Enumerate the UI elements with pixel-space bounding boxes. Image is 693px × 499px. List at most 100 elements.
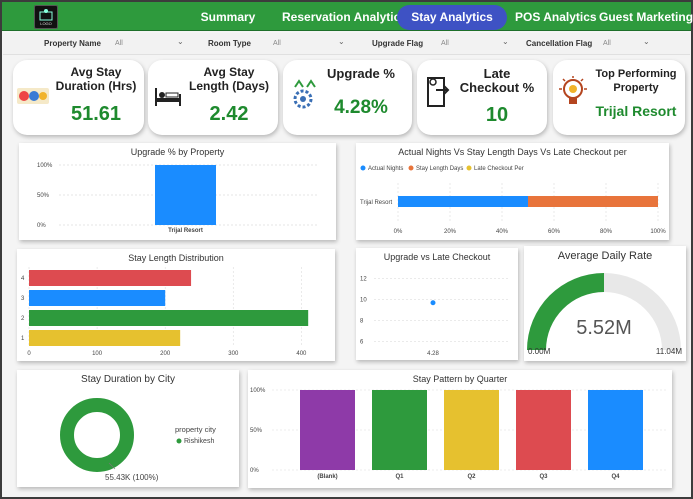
kpi-value: 2.42 [209,103,249,125]
x-tick-label: Q3 [539,474,548,480]
quarter-svg: 100% 50% 0% (Blank) Q1 Q2 Q3 Q4 [250,388,666,480]
kpi-avg-stay-length[interactable]: Avg Stay Length (Days) 2.42 [148,60,278,135]
y-tick-label: 50% [37,193,50,199]
legend-marker [466,165,472,171]
chart-average-daily-rate[interactable]: Average Daily Rate 5.52M 0.00M 11.04M [524,246,686,361]
kpi-avg-stay-duration[interactable]: Avg Stay Duration (Hrs) 51.61 [13,60,144,135]
tab-pos-analytics[interactable]: POS Analytics [515,10,597,24]
kpi-late-checkout-pct[interactable]: Late Checkout % 10 [417,60,547,135]
chart-title: Actual Nights Vs Stay Length Days Vs Lat… [398,147,627,157]
x-tick-label: 20% [444,229,457,235]
chevron-down-icon[interactable]: ⌄ [643,37,650,46]
x-tick-label: 100 [92,351,103,357]
donut-slice [60,398,134,472]
chart-stay-length-distribution[interactable]: Stay Length Distribution 0 100 200 300 400 4 3… [17,249,335,361]
upgrade-gear-icon [293,79,316,109]
kpi-title: Top Performing Property [595,68,677,94]
chart-title: Upgrade vs Late Checkout [383,252,491,262]
chevron-down-icon[interactable]: ⌄ [502,37,509,46]
y-tick-label: 100% [37,163,53,169]
legend-label: Late Checkout Per [474,166,524,172]
legend-title: property city [175,425,216,434]
legend-label: Rishikesh [184,438,214,445]
upgrade-vs-late-svg: 12 10 8 6 4.28 [360,277,508,357]
x-tick-label: 60% [548,229,561,235]
y-tick-label: 12 [360,277,367,283]
legend-marker [360,165,366,171]
chart-stay-pattern-by-quarter[interactable]: Stay Pattern by Quarter 100% 50% 0% (Blank)… [248,370,672,488]
legend-label: Stay Length Days [416,166,463,172]
filter-value: All [115,40,123,47]
filter-label: Upgrade Flag [372,39,424,48]
kpi-value: Trijal Resort [595,103,677,119]
bar [29,310,309,326]
gauge-value: 5.52M [576,317,632,339]
chart-title: Stay Duration by City [81,374,175,385]
y-tick-label: 2 [21,316,25,322]
bar-segment [398,196,528,207]
filter-label: Room Type [208,39,251,48]
stay-length-svg: 0 100 200 300 400 4 3 2 1 [21,267,309,357]
x-tick-label: 400 [296,351,307,357]
chart-upgrade-vs-late-checkout[interactable]: Upgrade vs Late Checkout 12 10 8 6 4.28 [356,248,518,360]
chevron-down-icon[interactable]: ⌄ [338,37,345,46]
filter-label: Property Name [44,39,101,48]
kpi-title: Avg Stay Length (Days) [188,65,269,93]
adr-gauge-svg: 5.52M 0.00M 11.04M [527,273,682,356]
tab-reservation-analytics[interactable]: Reservation Analytics [282,10,407,24]
filter-value: All [441,40,449,47]
x-tick-label: Q1 [395,474,404,480]
kpi-upgrade-pct[interactable]: Upgrade % 4.28% [283,60,412,135]
y-tick-label: 0% [37,223,46,229]
bar [29,330,181,346]
logo-icon: LOGO [39,9,53,26]
tab-guest-marketing[interactable]: Guest Marketing [599,10,693,24]
bar [516,390,571,470]
y-tick-label: 8 [360,319,364,325]
logo: LOGO [34,5,58,29]
filter-value: All [603,40,611,47]
chart-title: Stay Pattern by Quarter [412,374,508,384]
door-exit-icon [427,77,450,107]
filter-label: Cancellation Flag [526,39,593,48]
x-tick-label: 4.28 [427,351,439,357]
tab-stay-analytics[interactable]: Stay Analytics [397,5,507,30]
bar-segment [528,196,658,207]
x-tick-label: 0% [394,229,403,235]
y-tick-label: Trijal Resort [360,200,392,206]
bar [588,390,643,470]
y-tick-label: 1 [21,336,25,342]
filter-value: All [273,40,281,47]
gauge-fill [527,273,604,350]
chevron-down-icon[interactable]: ⌄ [177,37,184,46]
bar [372,390,427,470]
y-tick-label: 0% [250,468,259,474]
kpi-title: Upgrade % [327,66,395,81]
bar [155,165,216,225]
bar [300,390,355,470]
legend-marker [176,438,182,444]
chart-upgrade-by-property[interactable]: Upgrade % by Property 100% 50% 0% Trijal Re… [19,143,336,240]
y-tick-label: 50% [250,428,263,434]
kpi-value: 51.61 [70,103,122,125]
x-tick-label: 0 [27,351,31,357]
kpi-title: Avg Stay Duration (Hrs) [55,65,137,93]
chart-stay-duration-by-city[interactable]: Stay Duration by City 55.43K (100%) prope… [17,370,239,487]
clock-icon [17,88,49,104]
legend-marker [408,165,414,171]
kpi-title: Late Checkout % [459,66,535,95]
lightbulb-icon [559,76,587,104]
chart-nights-vs-length[interactable]: Actual Nights Vs Stay Length Days Vs Lat… [356,143,669,240]
x-tick-label: Trijal Resort [168,228,203,234]
x-tick-label: 300 [228,351,239,357]
chart-title: Average Daily Rate [557,250,653,262]
tab-summary[interactable]: Summary [200,10,256,24]
upgrade-by-property-svg: 100% 50% 0% Trijal Resort [37,163,319,234]
kpi-value: 4.28% [334,97,388,118]
legend-label: Actual Nights [368,166,403,172]
chart-title: Upgrade % by Property [130,147,225,157]
kpi-top-property[interactable]: Top Performing Property Trijal Resort [553,60,685,135]
bar [444,390,499,470]
gauge-min: 0.00M [528,347,551,356]
x-tick-label: 200 [160,351,171,357]
